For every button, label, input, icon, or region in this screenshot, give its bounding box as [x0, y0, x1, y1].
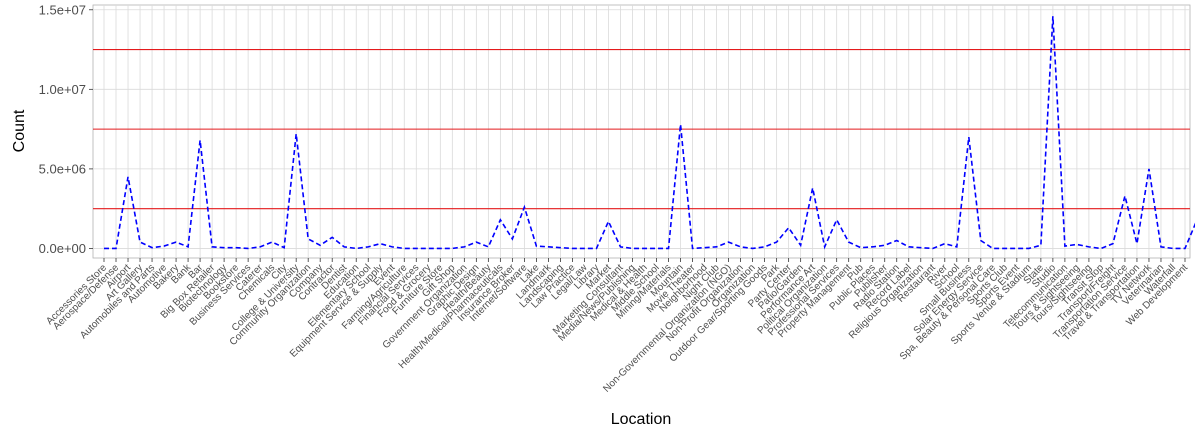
- y-tick-label: 0.0e+00: [39, 241, 86, 256]
- plot-panel: [92, 4, 1191, 259]
- series-line: [104, 16, 1195, 250]
- reference-lines: [93, 49, 1190, 210]
- y-tick-label: 5.0e+06: [39, 161, 86, 176]
- y-tick-label: 1.0e+07: [39, 82, 86, 97]
- y-axis-title: Count: [11, 109, 28, 152]
- x-axis-title: Location: [611, 411, 672, 428]
- y-axis-ticks: 0.0e+00 5.0e+06 1.0e+07 1.5e+07: [39, 2, 93, 256]
- major-gridlines: [93, 5, 1190, 258]
- y-tick-label: 1.5e+07: [39, 2, 86, 17]
- x-axis-ticks: Accessories StoreAerospace/DefenseAirpor…: [44, 258, 1190, 395]
